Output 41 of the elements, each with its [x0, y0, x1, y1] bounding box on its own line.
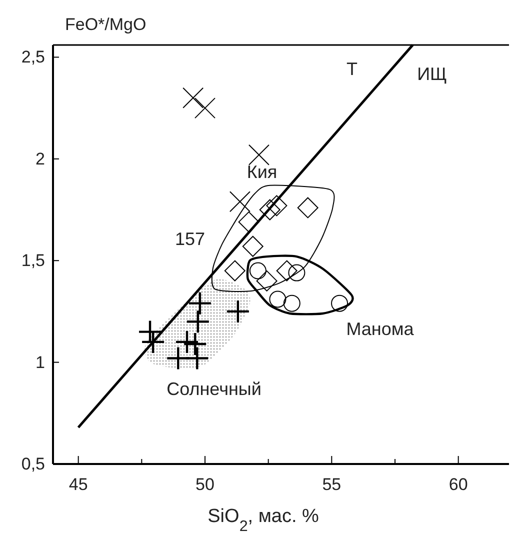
x-tick-label: 50 [196, 475, 214, 494]
y-tick-label: 1,5 [21, 251, 45, 270]
point [288, 264, 306, 282]
x-tick-label: 60 [448, 475, 468, 494]
annotation: 157 [174, 229, 206, 249]
point [269, 290, 286, 308]
point [186, 347, 208, 370]
y-axis-title: FeO*/MgO [65, 15, 146, 34]
annotation: Т [346, 59, 358, 79]
point [249, 262, 266, 280]
y-tick-label: 2 [36, 149, 45, 168]
point [229, 191, 250, 212]
point [226, 300, 249, 322]
point [182, 87, 204, 108]
annotation: Солнечный [166, 379, 262, 399]
x-tick-label: 45 [68, 475, 88, 494]
point [276, 260, 298, 282]
point [188, 292, 211, 314]
point [224, 260, 246, 282]
point [297, 197, 318, 218]
point [256, 270, 278, 292]
point [283, 294, 300, 312]
point [266, 195, 288, 216]
x-tick-label: 55 [322, 475, 342, 494]
y-tick-label: 2,5 [21, 48, 45, 67]
point [142, 330, 164, 353]
annotation: Манома [346, 319, 415, 339]
x-axis-title: SiO$_{2}$, мас. % [208, 506, 320, 534]
point [242, 236, 264, 257]
annotation: Кия [246, 162, 278, 182]
point [331, 294, 348, 312]
point [186, 310, 209, 333]
y-tick-label: 0,5 [21, 454, 45, 474]
point [259, 199, 280, 220]
y-tick-label: 1 [36, 352, 45, 372]
point [194, 98, 216, 119]
point [248, 144, 270, 166]
point [238, 211, 260, 232]
annotation: ИЩ [417, 64, 448, 84]
point [184, 332, 206, 355]
point [139, 320, 162, 343]
